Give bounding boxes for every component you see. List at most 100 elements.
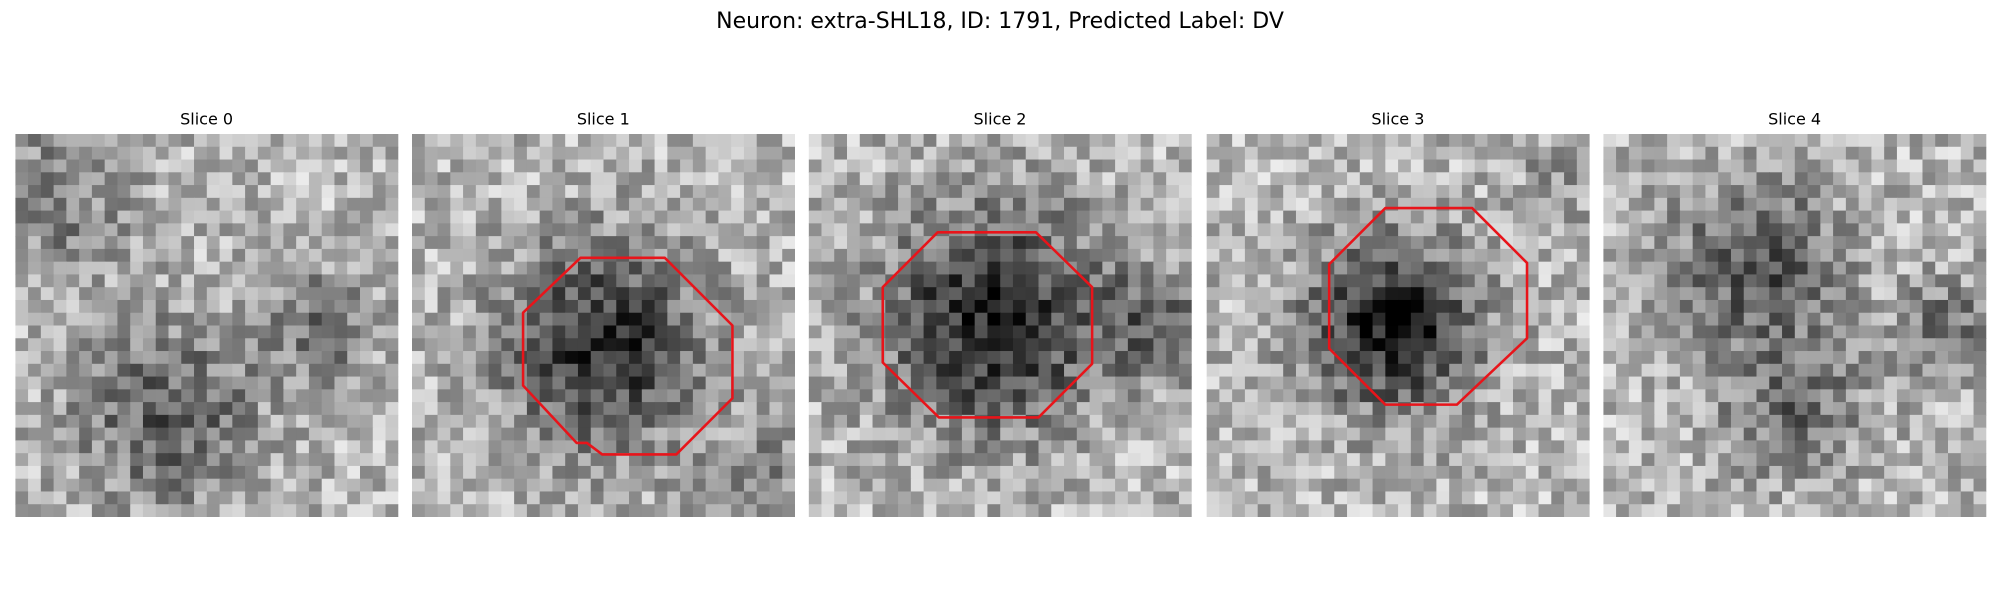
pixel	[1756, 491, 1770, 505]
pixel	[1398, 172, 1412, 186]
pixel	[1000, 465, 1014, 480]
pixel	[385, 427, 399, 442]
pixel	[654, 223, 668, 237]
pixel	[1115, 159, 1129, 173]
pixel	[1025, 351, 1040, 365]
pixel	[283, 236, 297, 250]
pixel	[501, 159, 515, 173]
pixel	[1551, 287, 1565, 301]
pixel	[347, 299, 361, 314]
pixel	[769, 197, 783, 212]
pixel	[1372, 389, 1386, 403]
pixel	[1385, 210, 1399, 225]
pixel	[1692, 376, 1707, 390]
pixel	[1232, 172, 1246, 186]
pixel	[1667, 402, 1681, 416]
pixel	[347, 134, 361, 148]
pixel	[1896, 172, 1911, 186]
pixel	[1858, 159, 1873, 173]
pixel	[1206, 134, 1221, 148]
pixel	[961, 363, 976, 378]
pixel	[782, 134, 795, 148]
pixel	[1012, 363, 1027, 378]
pixel	[1743, 491, 1758, 505]
pixel	[1140, 159, 1155, 173]
pixel	[1820, 287, 1834, 301]
pixel	[1347, 172, 1361, 186]
pixel	[629, 312, 643, 327]
pixel	[219, 389, 233, 403]
pixel	[501, 363, 515, 378]
pixel	[961, 465, 976, 480]
pixel	[1551, 453, 1565, 467]
pixel	[1807, 210, 1821, 225]
pixel	[1667, 351, 1681, 365]
pixel	[974, 351, 989, 365]
pixel	[1858, 504, 1873, 517]
pixel	[130, 453, 144, 467]
pixel	[334, 414, 348, 429]
pixel	[40, 414, 55, 429]
pixel	[283, 172, 297, 186]
pixel	[872, 236, 886, 250]
pixel	[1667, 146, 1681, 161]
pixel	[629, 440, 643, 454]
pixel	[347, 172, 361, 186]
pixel	[372, 248, 387, 263]
pixel	[463, 491, 477, 505]
pixel	[641, 312, 656, 327]
pixel	[53, 351, 68, 365]
pixel	[1474, 172, 1489, 186]
pixel	[1705, 299, 1719, 314]
pixel	[1347, 146, 1361, 161]
pixel	[1295, 478, 1310, 493]
pixel	[1896, 312, 1911, 327]
pixel	[1064, 223, 1078, 237]
pixel	[1436, 312, 1450, 327]
pixel	[1705, 223, 1719, 237]
pixel	[577, 389, 592, 403]
pixel	[1347, 478, 1361, 493]
pixel	[1909, 159, 1924, 173]
pixel	[1449, 414, 1463, 429]
pixel	[142, 440, 157, 454]
pixel	[731, 261, 745, 276]
pixel	[1166, 389, 1180, 403]
pixel	[155, 236, 170, 250]
pixel	[859, 402, 874, 416]
pixel	[1385, 185, 1399, 199]
pixel	[1178, 312, 1192, 327]
pixel	[808, 440, 823, 454]
pixel	[654, 389, 668, 403]
pixel	[1166, 402, 1180, 416]
pixel	[1820, 389, 1834, 403]
pixel	[130, 440, 144, 454]
pixel	[155, 325, 170, 339]
pixel	[219, 274, 233, 288]
pixel	[552, 287, 566, 301]
pixel	[1219, 197, 1233, 212]
pixel	[66, 427, 80, 442]
pixel	[1487, 159, 1501, 173]
pixel	[372, 159, 387, 173]
pixel	[296, 414, 310, 429]
pixel	[1679, 236, 1694, 250]
pixel	[66, 465, 80, 480]
pixel	[1884, 504, 1898, 517]
pixel	[155, 261, 170, 276]
pixel	[1513, 351, 1527, 365]
pixel	[1372, 287, 1386, 301]
pixel	[1858, 440, 1873, 454]
pixel	[334, 478, 348, 493]
pixel	[1372, 210, 1386, 225]
pixel	[1064, 274, 1078, 288]
pixel	[834, 223, 848, 237]
pixel	[1884, 363, 1898, 378]
pixel	[1603, 402, 1617, 416]
pixel	[949, 453, 963, 467]
pixel	[526, 299, 541, 314]
pixel	[130, 363, 144, 378]
pixel	[1206, 504, 1221, 517]
pixel	[885, 414, 899, 429]
pixel	[463, 440, 477, 454]
